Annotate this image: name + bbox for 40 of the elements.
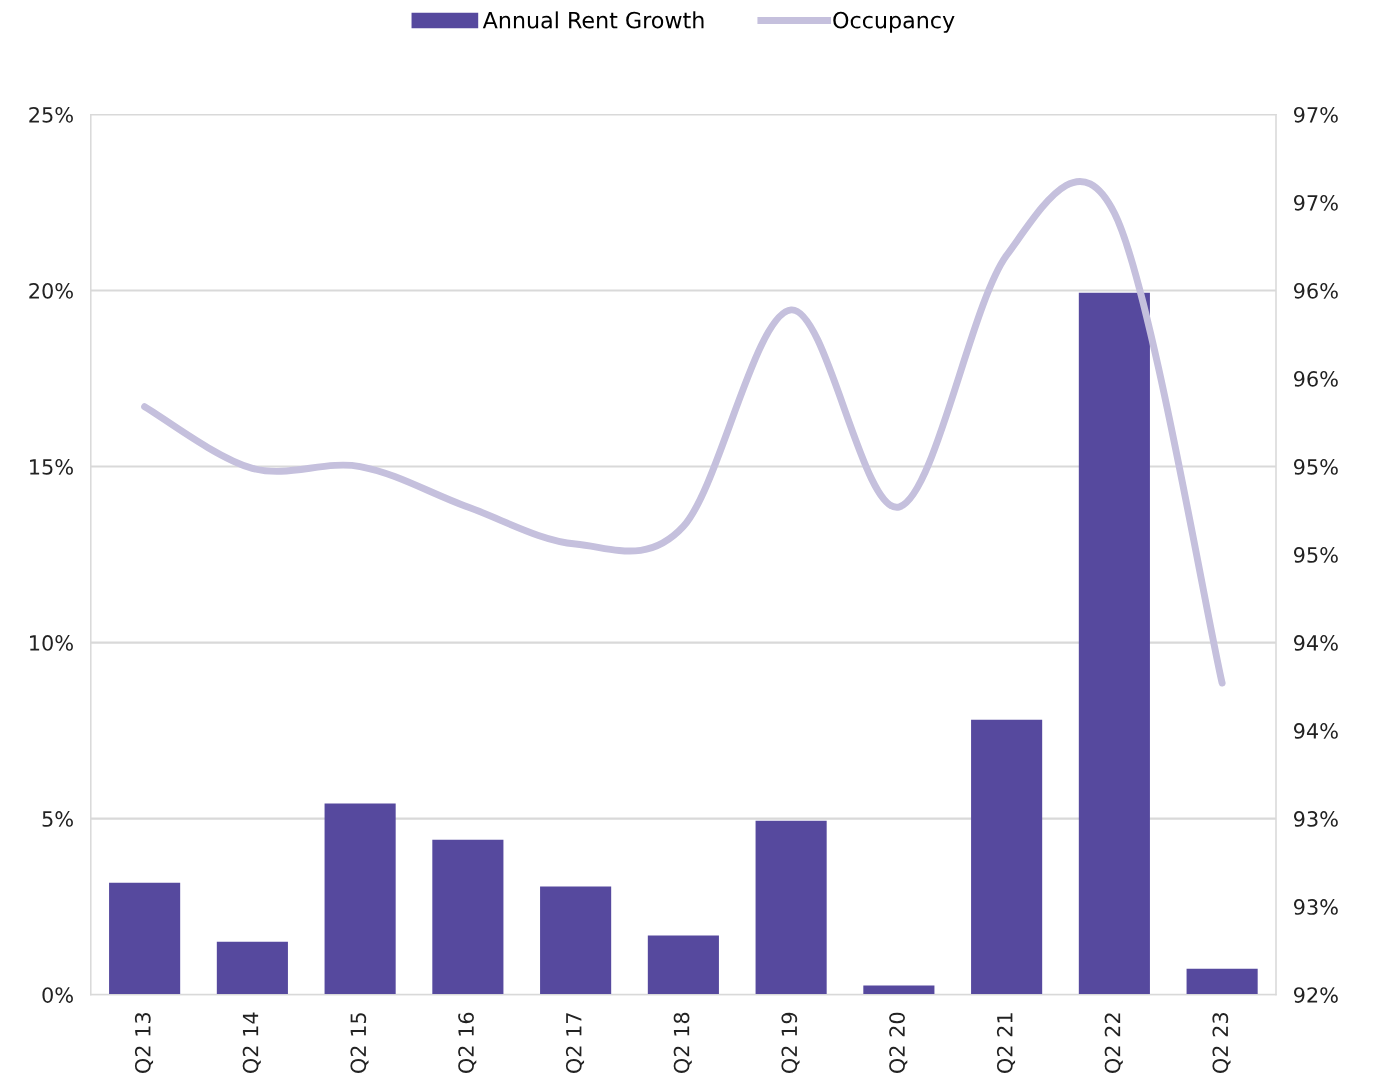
x-tick-label: Q2 16 <box>458 1012 477 1073</box>
x-tick-label: Q2 13 <box>134 1013 154 1073</box>
x-tick-label: Q2 19 <box>781 1012 800 1073</box>
legend-label: Annual Rent Growth <box>482 11 704 29</box>
x-tick-label: Q2 20 <box>889 1012 908 1073</box>
y-tick-label: 0% <box>42 987 73 1003</box>
y2-tick-label: 93% <box>1293 811 1338 827</box>
x-tick-label: Q2 17 <box>565 1013 585 1073</box>
y2-tick-label: 92% <box>1293 987 1338 1003</box>
bar <box>109 882 181 995</box>
x-tick-label: Q2 21 <box>996 1013 1016 1073</box>
bar <box>432 839 504 995</box>
y2-tick-label: 96% <box>1293 282 1338 299</box>
bar <box>755 820 827 995</box>
y-tick-label: 15% <box>30 459 73 475</box>
x-tick-label: Q2 23 <box>1212 1013 1231 1073</box>
y2-tick-label: 94% <box>1293 723 1338 739</box>
x-tick-label: Q2 18 <box>673 1012 692 1073</box>
x-tick-label: Q2 14 <box>242 1012 261 1073</box>
bar <box>540 886 612 995</box>
y2-tick-label: 97% <box>1293 106 1338 123</box>
legend-label: Occupancy <box>833 11 955 33</box>
y2-tick-label: 96% <box>1293 370 1338 387</box>
bar <box>216 941 288 995</box>
bar <box>647 935 719 995</box>
bar <box>1186 968 1258 995</box>
bar <box>971 719 1043 995</box>
y2-tick-label: 97% <box>1293 194 1338 211</box>
y-tick-label: 10% <box>30 635 73 651</box>
bar <box>324 803 396 995</box>
x-tick-label: Q2 15 <box>350 1013 369 1073</box>
y-tick-label: 5% <box>42 811 73 827</box>
y2-tick-label: 93% <box>1293 899 1338 915</box>
y2-tick-label: 95% <box>1293 459 1338 475</box>
bar <box>1078 292 1150 995</box>
x-tick-label: Q2 22 <box>1104 1013 1123 1073</box>
y2-tick-label: 95% <box>1293 547 1338 563</box>
y-tick-label: 25% <box>29 106 73 123</box>
y2-tick-label: 94% <box>1293 635 1338 651</box>
y-tick-label: 20% <box>29 282 73 299</box>
